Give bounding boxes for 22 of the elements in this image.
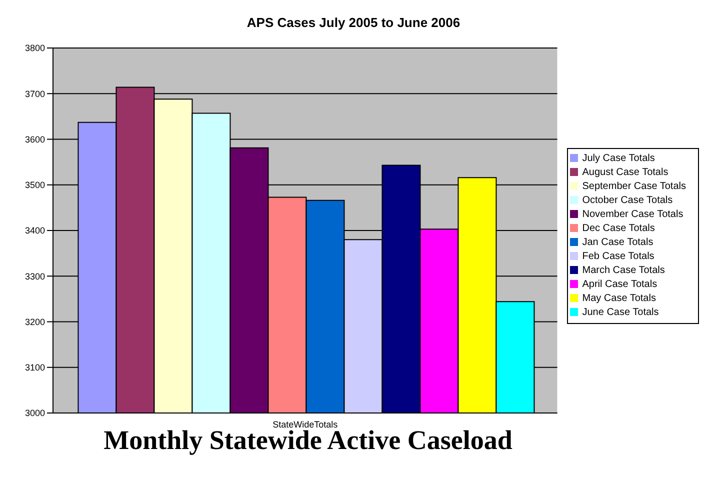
legend-label: Jan Case Totals bbox=[582, 236, 654, 248]
legend-label: Feb Case Totals bbox=[582, 250, 654, 262]
y-tick-label: 3000 bbox=[24, 408, 45, 418]
y-tick-label: 3800 bbox=[24, 43, 45, 54]
legend-label: November Case Totals bbox=[582, 208, 684, 220]
legend-label: May Case Totals bbox=[582, 292, 656, 304]
legend-label: October Case Totals bbox=[582, 194, 673, 206]
y-tick-label: 3700 bbox=[24, 88, 45, 99]
y-tick-label: 3100 bbox=[24, 362, 45, 373]
y-tick-label: 3500 bbox=[24, 180, 45, 190]
legend-label: August Case Totals bbox=[582, 166, 668, 178]
y-tick-label: 3300 bbox=[24, 271, 45, 282]
legend-label: June Case Totals bbox=[582, 306, 659, 318]
y-tick-label: 3200 bbox=[24, 316, 45, 327]
y-tick-label: 3400 bbox=[24, 226, 45, 236]
legend-label: July Case Totals bbox=[582, 152, 655, 164]
legend-label: April Case Totals bbox=[582, 278, 658, 290]
legend-label: September Case Totals bbox=[582, 180, 686, 192]
chart-title: APS Cases July 2005 to June 2006 bbox=[246, 14, 462, 32]
y-tick-label: 3600 bbox=[24, 134, 45, 144]
legend-label: Dec Case Totals bbox=[582, 222, 655, 234]
legend-label: March Case Totals bbox=[582, 264, 665, 276]
